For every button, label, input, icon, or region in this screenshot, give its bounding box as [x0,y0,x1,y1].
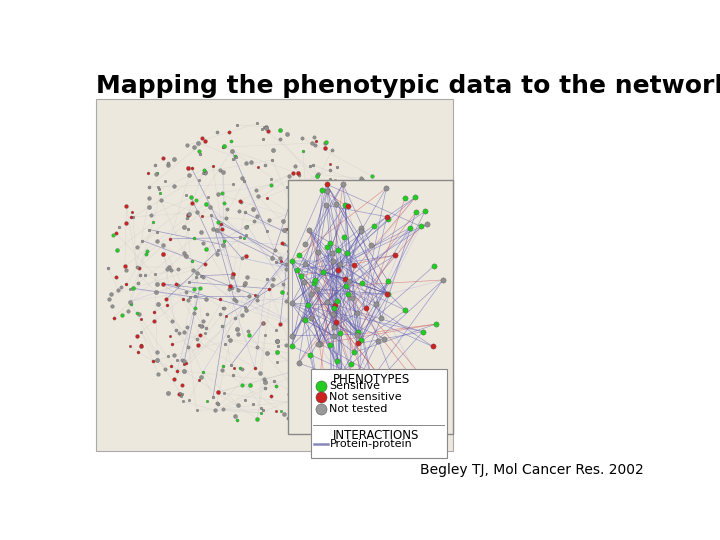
Text: Not sensitive: Not sensitive [330,393,402,402]
Bar [287,180,453,434]
Text: Mapping the phenotypic data to the network: Mapping the phenotypic data to the netwo… [96,74,720,98]
Text: Begley TJ, Mol Cancer Res. 2002: Begley TJ, Mol Cancer Res. 2002 [420,463,644,477]
Text: PHENOTYPES: PHENOTYPES [333,373,410,386]
Text: Sensitive: Sensitive [330,381,380,391]
Bar [96,99,453,451]
Text: Protein-protein: Protein-protein [330,438,413,449]
Bar [311,369,446,457]
Text: Not tested: Not tested [330,404,388,414]
Text: INTERACTIONS: INTERACTIONS [333,429,419,442]
